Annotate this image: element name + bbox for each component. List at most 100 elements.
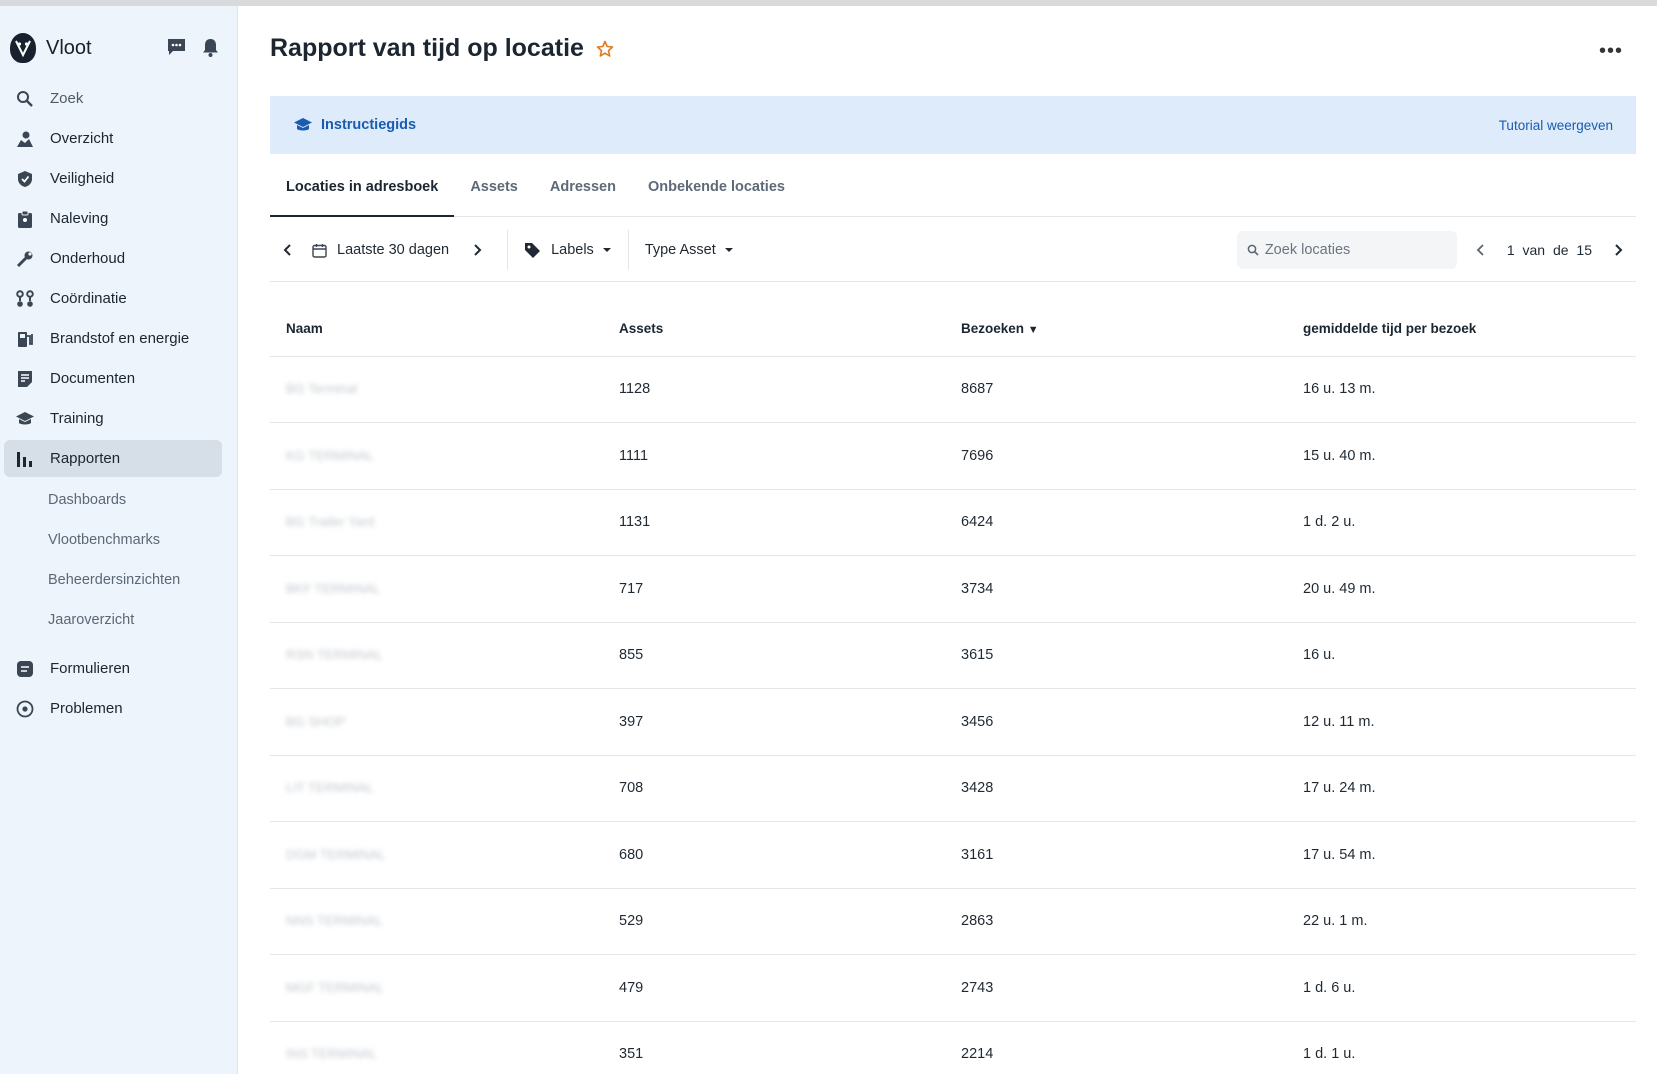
location-name[interactable]: INS TERMINAL [286,1046,377,1062]
sidebar-item-formulieren[interactable]: Formulieren [4,650,222,687]
table-row[interactable]: KG TERMINAL 1111 7696 15 u. 40 m. [270,422,1636,490]
cell-naam: NNS TERMINAL [270,888,603,955]
wrench-icon [14,248,36,270]
cell-gemiddelde-tijd: 1 d. 2 u. [1287,489,1636,556]
column-header-naam[interactable]: Naam [270,301,603,357]
search-icon [1247,244,1259,256]
caret-down-icon [602,248,611,252]
sidebar-item-zoek[interactable]: Zoek [4,80,222,117]
location-name[interactable]: BKF TERMINAL [286,580,381,596]
table-row[interactable]: LIT TERMINAL 708 3428 17 u. 24 m. [270,755,1636,822]
asset-type-dropdown[interactable]: Type Asset [645,242,734,258]
star-icon[interactable] [596,40,614,58]
sidebar-item-label: Zoek [50,90,84,107]
tag-icon [525,242,541,258]
tab-assets[interactable]: Assets [470,179,518,195]
table-row[interactable]: BG SHOP 397 3456 12 u. 11 m. [270,688,1636,756]
form-icon [14,658,36,680]
pagination: 1 van de 15 [1475,242,1636,258]
sidebar-item-onderhoud[interactable]: Onderhoud [4,240,222,277]
table-row[interactable]: BG Trailer Yard 1131 6424 1 d. 2 u. [270,489,1636,556]
sidebar-item-training[interactable]: Training [4,400,222,437]
date-range-picker[interactable]: Laatste 30 dagen [312,242,449,258]
column-header-assets[interactable]: Assets [603,301,945,357]
sidebar-item-naleving[interactable]: Naleving [4,200,222,237]
location-name[interactable]: BG SHOP [286,713,346,729]
calendar-icon [312,243,327,258]
cell-bezoeken: 6424 [945,489,1287,556]
chevron-right-icon[interactable] [471,243,483,257]
cell-bezoeken: 3615 [945,622,1287,689]
sidebar-item-overzicht[interactable]: Overzicht [4,120,222,157]
table-row[interactable]: INS TERMINAL 351 2214 1 d. 1 u. [270,1021,1636,1074]
cell-assets: 529 [603,888,945,955]
graduation-cap-icon [14,408,36,430]
cell-bezoeken: 3428 [945,755,1287,822]
sidebar-subitem-vlootbenchmarks[interactable]: Vlootbenchmarks [48,532,161,548]
table-row[interactable]: NNS TERMINAL 529 2863 22 u. 1 m. [270,888,1636,955]
tab-adressen[interactable]: Adressen [549,179,616,195]
tab-locaties-in-adresboek[interactable]: Locaties in adresboek [270,161,455,217]
table-row[interactable]: BG Terminal 1128 8687 16 u. 13 m. [270,356,1636,423]
location-name[interactable]: MGF TERMINAL [286,979,384,995]
sidebar-item-label: Veiligheid [50,170,115,187]
location-name[interactable]: BG Trailer Yard [286,514,375,530]
column-header-bezoeken[interactable]: Bezoeken ▼ [945,301,1287,357]
table-row[interactable]: MGF TERMINAL 479 2743 1 d. 6 u. [270,954,1636,1022]
location-name[interactable]: NNS TERMINAL [286,913,383,929]
cell-naam: BG Trailer Yard [270,489,603,556]
locations-table: Naam Assets Bezoeken ▼ gemiddelde tijd p… [270,301,1636,1074]
location-name[interactable]: BG Terminal [286,381,358,397]
table-row[interactable]: RSN TERMINAL 855 3615 16 u. [270,622,1636,689]
search-input[interactable] [1264,242,1445,258]
cell-naam: KG TERMINAL [270,422,603,490]
sidebar-item-label: Rapporten [50,450,121,467]
sidebar-item-documenten[interactable]: Documenten [4,360,222,397]
sidebar-subitem-beheerdersinzichten[interactable]: Beheerdersinzichten [48,572,181,588]
column-header-gemiddelde-tijd[interactable]: gemiddelde tijd per bezoek [1287,301,1636,357]
tutorial-link[interactable]: Tutorial weergeven [1498,117,1613,133]
next-page-button[interactable] [1612,243,1624,257]
sidebar-item-veiligheid[interactable]: Veiligheid [4,160,222,197]
sidebar-item-label: Brandstof en energie [50,330,190,347]
location-name[interactable]: LIT TERMINAL [286,780,374,796]
labels-dropdown[interactable]: Labels [524,242,612,259]
sidebar-subitem-dashboards[interactable]: Dashboards [48,492,127,508]
clipboard-icon [14,208,36,230]
chat-icon[interactable] [166,37,186,57]
cell-assets: 855 [603,622,945,689]
date-range-label: Laatste 30 dagen [337,242,450,258]
table-row[interactable]: DGM TERMINAL 680 3161 17 u. 54 m. [270,821,1636,889]
location-name[interactable]: DGM TERMINAL [286,846,386,862]
more-options-icon[interactable]: ••• [1598,40,1623,62]
sidebar-item-problemen[interactable]: Problemen [4,690,222,727]
sidebar-item-brandstof[interactable]: Brandstof en energie [4,320,222,357]
nav-spacer [4,640,222,650]
bell-icon[interactable] [200,37,220,57]
issue-icon [14,698,36,720]
cell-bezoeken: 7696 [945,422,1287,490]
cell-bezoeken: 8687 [945,356,1287,423]
chevron-left-icon[interactable] [282,243,294,257]
window-top-border [0,0,1657,6]
sidebar-item-label: Overzicht [50,130,114,147]
location-name[interactable]: RSN TERMINAL [286,647,383,663]
sidebar-subitem-jaaroverzicht[interactable]: Jaaroverzicht [48,612,135,628]
location-name[interactable]: KG TERMINAL [286,447,374,463]
sidebar-item-label: Onderhoud [50,250,126,267]
cell-naam: INS TERMINAL [270,1021,603,1074]
graduation-cap-icon [294,118,312,131]
brand[interactable]: Vloot [10,28,92,68]
caret-down-icon [724,248,733,252]
cell-bezoeken: 2863 [945,888,1287,955]
prev-page-button[interactable] [1475,243,1487,257]
main-content: Rapport van tijd op locatie ••• Instruct… [239,6,1657,1074]
table-row[interactable]: BKF TERMINAL 717 3734 20 u. 49 m. [270,555,1636,623]
sidebar-item-coordinatie[interactable]: Coördinatie [4,280,222,317]
guide-label[interactable]: Instructiegids [293,117,416,133]
tab-onbekende-locaties[interactable]: Onbekende locaties [647,179,785,195]
sidebar-item-rapporten[interactable]: Rapporten [4,440,222,477]
toolbar-divider [627,230,629,270]
cell-gemiddelde-tijd: 16 u. 13 m. [1287,356,1636,423]
guide-label-text: Instructiegids [321,117,417,133]
